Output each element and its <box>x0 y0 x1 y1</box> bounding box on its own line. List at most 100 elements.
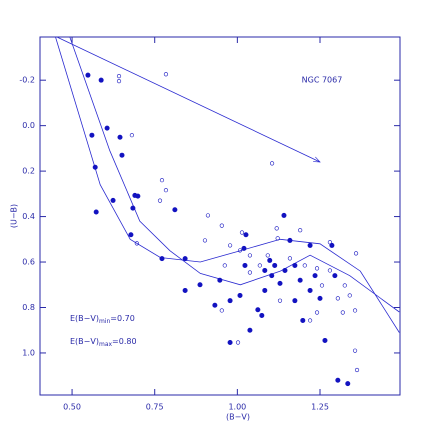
star-point <box>92 164 98 170</box>
star-point <box>314 266 320 271</box>
star-point <box>243 232 249 238</box>
star-point <box>242 262 248 268</box>
star-point <box>282 267 288 273</box>
x-tick-label: 0.50 <box>63 403 81 412</box>
star-point <box>292 298 298 304</box>
star-point <box>182 256 188 262</box>
y-tick-label: 0.8 <box>22 303 35 312</box>
star-point <box>129 133 135 138</box>
star-point <box>222 263 227 268</box>
star-point <box>319 283 325 288</box>
star-point <box>317 295 323 301</box>
star-point <box>255 307 261 313</box>
star-point <box>332 273 338 279</box>
x-tick-label: 1.25 <box>311 403 329 412</box>
star-point <box>269 273 275 279</box>
star-point <box>262 267 268 273</box>
star-point <box>237 248 243 253</box>
star-point <box>329 242 335 248</box>
y-tick-label: 0.2 <box>22 167 35 176</box>
star-point <box>172 207 178 213</box>
star-point <box>110 197 116 203</box>
star-point <box>259 312 265 318</box>
star-point <box>205 213 211 218</box>
reddening-subscript: max <box>99 341 113 348</box>
star-point <box>241 245 247 251</box>
star-point <box>275 236 280 241</box>
star-point <box>292 262 298 268</box>
star-point <box>98 77 104 83</box>
star-point <box>335 377 341 383</box>
star-point <box>297 277 303 283</box>
star-point <box>135 193 141 199</box>
y-axis-label: (U−B) <box>10 204 19 228</box>
star-point <box>182 287 188 293</box>
star-point <box>335 296 340 301</box>
star-point <box>117 134 123 140</box>
y-tick-label: 0.6 <box>22 258 35 267</box>
x-tick-label: 1.00 <box>228 403 246 412</box>
star-point <box>277 280 283 286</box>
star-point <box>300 317 306 323</box>
reddening-text: E(B−V) <box>70 314 99 323</box>
star-point <box>302 263 307 268</box>
star-point <box>298 228 303 233</box>
star-point <box>352 348 358 353</box>
reddening-arrow <box>56 36 320 162</box>
star-point <box>239 230 245 235</box>
star-point <box>342 283 347 288</box>
star-point <box>130 205 136 211</box>
intrinsic-curve <box>55 36 400 333</box>
star-point <box>307 287 313 293</box>
star-point <box>163 188 169 193</box>
reddening-min: E(B−V)min=0.70 <box>70 314 135 325</box>
star-point <box>265 253 270 258</box>
reddening-text: E(B−V) <box>70 337 99 346</box>
star-point <box>312 273 318 279</box>
star-point <box>281 212 287 218</box>
star-point <box>322 337 328 343</box>
x-axis-label: (B−V) <box>226 413 250 422</box>
star-point <box>219 308 224 313</box>
star-point <box>262 287 268 293</box>
star-point <box>272 262 278 268</box>
star-point <box>269 161 275 166</box>
star-point <box>119 152 125 158</box>
star-point <box>267 257 273 263</box>
star-point <box>353 251 359 256</box>
star-point <box>247 270 253 275</box>
star-point <box>134 241 139 246</box>
cluster-label: NGC 7067 <box>302 76 343 85</box>
star-point <box>277 298 283 303</box>
reddening-subscript: min <box>99 318 111 325</box>
star-point <box>217 277 223 283</box>
star-point <box>159 178 165 183</box>
star-point <box>227 243 233 248</box>
star-point <box>352 308 358 313</box>
star-point <box>327 268 333 273</box>
star-point <box>219 223 224 228</box>
star-point <box>197 282 203 288</box>
star-point <box>116 78 122 84</box>
star-point <box>307 242 313 248</box>
star-point <box>347 293 352 298</box>
star-point <box>314 310 320 315</box>
star-point <box>235 340 241 345</box>
star-point <box>116 73 122 79</box>
star-point <box>354 367 360 373</box>
y-tick-label: -0.2 <box>19 76 35 85</box>
star-point <box>128 232 134 238</box>
star-point <box>274 226 279 231</box>
star-point <box>345 381 351 387</box>
star-point <box>159 256 165 262</box>
star-point <box>163 72 169 77</box>
star-point <box>202 238 208 243</box>
reddening-value: =0.80 <box>112 337 137 346</box>
star-point <box>93 209 99 215</box>
star-point <box>104 125 110 131</box>
star-point <box>157 198 163 203</box>
star-point <box>287 237 293 243</box>
reddening-max: E(B−V)max=0.80 <box>70 337 137 348</box>
star-point <box>327 240 333 245</box>
